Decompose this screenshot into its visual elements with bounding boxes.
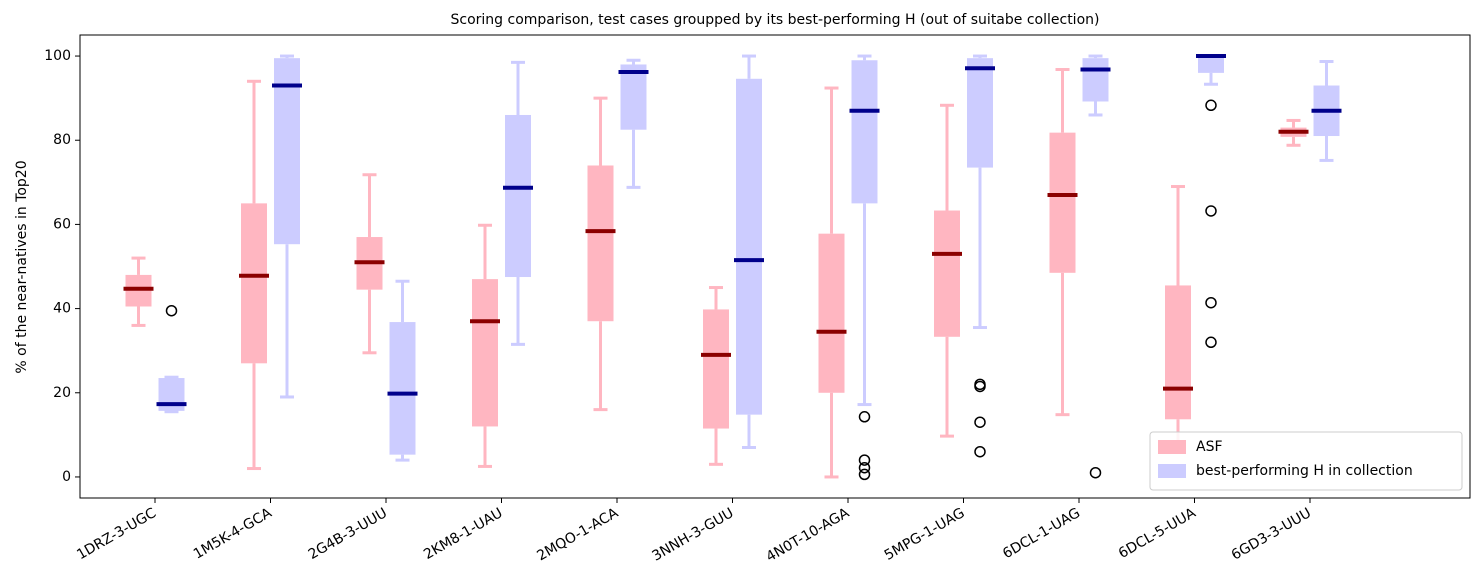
box	[851, 60, 878, 204]
box-group	[470, 223, 500, 468]
x-tick-label: 2MQO-1-ACA	[534, 505, 621, 564]
box-group	[618, 58, 649, 189]
box-group	[1278, 118, 1309, 147]
outlier	[858, 461, 871, 474]
box	[389, 322, 416, 455]
outlier	[858, 468, 871, 481]
box	[967, 58, 993, 168]
y-tick-label: 100	[44, 48, 71, 64]
outlier	[1089, 466, 1102, 479]
legend-swatch	[1158, 440, 1186, 454]
outlier	[165, 304, 178, 317]
chart-title: Scoring comparison, test cases groupped …	[451, 12, 1100, 28]
box-group	[503, 60, 533, 346]
box-group	[585, 96, 616, 412]
box	[703, 309, 729, 429]
box	[241, 203, 267, 364]
outlier	[974, 380, 986, 393]
x-tick-label: 1DRZ-3-UGC	[74, 505, 159, 563]
y-axis-label: % of the near-natives in Top20	[14, 160, 30, 373]
box-group	[932, 103, 962, 438]
box-group	[272, 54, 302, 399]
box	[934, 210, 960, 337]
box	[505, 114, 531, 278]
box-group	[123, 256, 154, 327]
x-tick-label: 2KM8-1-UAU	[421, 505, 505, 563]
outlier	[1205, 336, 1217, 349]
box	[1198, 56, 1224, 73]
box-group	[816, 86, 847, 479]
x-tick-label: 1M5K-4-GCA	[191, 505, 275, 563]
legend-label: best-performing H in collection	[1196, 463, 1413, 479]
legend-swatch	[1158, 464, 1186, 478]
box-group	[1196, 54, 1226, 349]
x-tick-label: 2G4B-3-UUU	[306, 505, 390, 563]
box-group	[1080, 54, 1111, 479]
box-group	[387, 279, 418, 462]
legend-box	[1149, 431, 1463, 491]
box-group	[1047, 68, 1078, 417]
box-group	[965, 54, 995, 458]
box-group	[849, 54, 880, 481]
box-group	[239, 79, 269, 471]
box-group	[701, 286, 731, 466]
y-tick-label: 0	[62, 469, 71, 485]
outlier	[1205, 296, 1217, 309]
box	[587, 165, 614, 322]
box	[274, 58, 300, 245]
x-tick-label: 6GD3-3-UUU	[1229, 505, 1314, 563]
x-tick-label: 5MPG-1-UAG	[882, 505, 968, 564]
plot-frame	[79, 34, 1471, 499]
outlier	[974, 445, 986, 458]
box	[472, 279, 498, 427]
x-tick-label: 6DCL-5-UUA	[1116, 505, 1199, 562]
x-tick-label: 6DCL-1-UAG	[1000, 505, 1083, 562]
y-tick-label: 40	[53, 301, 71, 317]
box	[1082, 58, 1109, 102]
legend-label: ASF	[1196, 439, 1223, 455]
x-tick-label: 4N0T-10-AGA	[764, 505, 853, 566]
outlier	[1205, 205, 1217, 217]
outlier	[858, 411, 871, 423]
box	[1049, 132, 1076, 273]
box-group	[156, 304, 187, 414]
box	[1165, 285, 1191, 420]
y-tick-label: 20	[53, 385, 71, 401]
outlier	[974, 416, 986, 428]
box-group	[734, 54, 764, 449]
box	[818, 233, 845, 393]
y-tick-label: 60	[53, 216, 71, 232]
box-group	[1311, 60, 1342, 162]
outlier	[1205, 99, 1217, 112]
x-tick-label: 3NNH-3-GUU	[649, 505, 736, 564]
box-group	[354, 173, 385, 355]
outlier	[858, 454, 871, 466]
box	[620, 64, 647, 130]
y-tick-label: 80	[53, 132, 71, 148]
box-group	[1163, 185, 1193, 445]
box	[736, 78, 762, 415]
